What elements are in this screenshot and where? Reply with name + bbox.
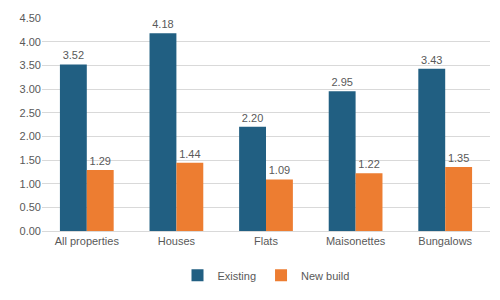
svg-text:2.20: 2.20 [242, 112, 263, 124]
svg-text:1.50: 1.50 [20, 154, 41, 166]
svg-text:2.50: 2.50 [20, 107, 41, 119]
svg-text:1.29: 1.29 [90, 155, 111, 167]
svg-text:1.44: 1.44 [179, 148, 200, 160]
svg-text:Houses: Houses [158, 235, 196, 247]
svg-text:3.50: 3.50 [20, 59, 41, 71]
svg-text:4.50: 4.50 [20, 12, 41, 24]
svg-text:Maisonettes: Maisonettes [326, 235, 386, 247]
svg-text:New build: New build [301, 270, 349, 282]
svg-text:1.09: 1.09 [269, 164, 290, 176]
svg-text:4.00: 4.00 [20, 36, 41, 48]
svg-text:3.43: 3.43 [421, 54, 442, 66]
svg-text:Flats: Flats [254, 235, 278, 247]
svg-text:Bungalows: Bungalows [418, 235, 472, 247]
svg-text:2.00: 2.00 [20, 130, 41, 142]
svg-text:3.52: 3.52 [63, 49, 84, 61]
svg-text:0.00: 0.00 [20, 225, 41, 237]
svg-text:1.00: 1.00 [20, 178, 41, 190]
svg-text:2.95: 2.95 [331, 76, 352, 88]
svg-text:1.35: 1.35 [448, 152, 469, 164]
svg-text:0.50: 0.50 [20, 201, 41, 213]
svg-text:1.22: 1.22 [358, 158, 379, 170]
svg-text:All properties: All properties [55, 235, 120, 247]
svg-text:Existing: Existing [218, 270, 257, 282]
svg-text:3.00: 3.00 [20, 83, 41, 95]
svg-text:4.18: 4.18 [152, 18, 173, 30]
